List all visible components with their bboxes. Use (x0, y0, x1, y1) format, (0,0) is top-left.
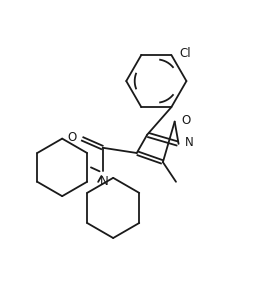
Text: Cl: Cl (179, 47, 191, 60)
Text: N: N (100, 175, 108, 188)
Text: O: O (68, 131, 77, 144)
Text: O: O (181, 114, 190, 127)
Text: N: N (185, 136, 194, 149)
